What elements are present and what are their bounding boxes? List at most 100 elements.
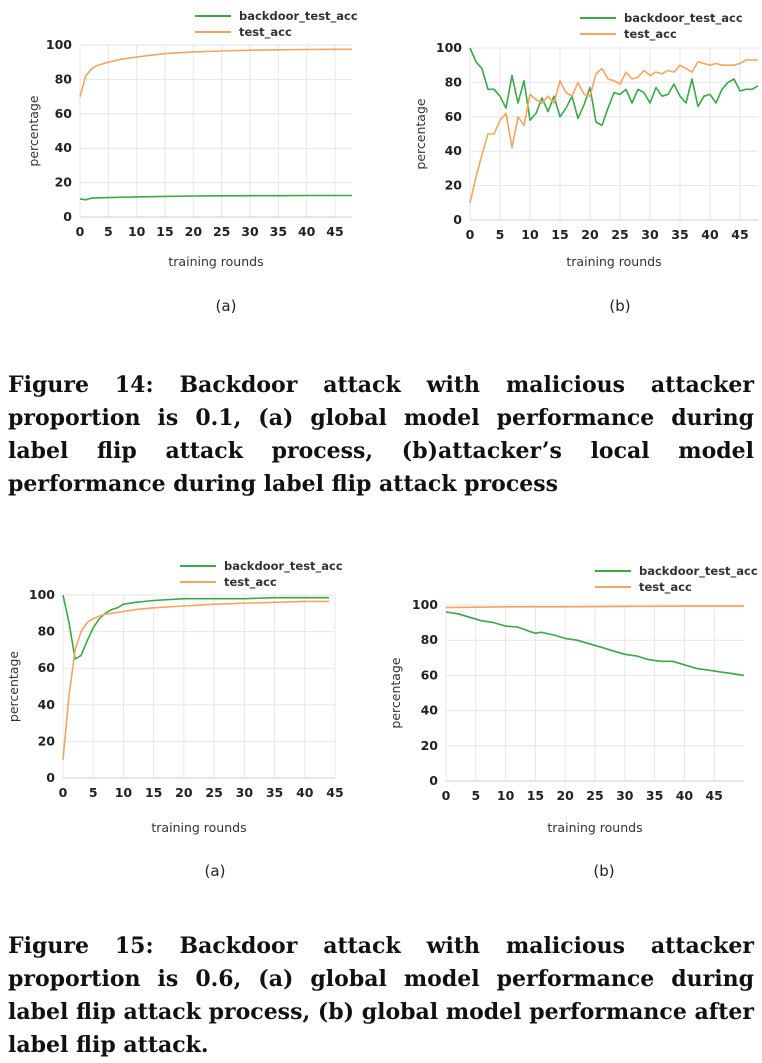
y-tick-label: 40 [38,697,56,712]
x-tick-label: 35 [671,227,688,242]
x-tick-label: 45 [705,788,722,803]
legend-label: backdoor_test_acc [239,9,358,24]
fig15a-subcaption: (a) [204,862,226,880]
x-tick-label: 5 [496,227,505,242]
series-line-backdoor-test-acc [79,194,352,201]
x-tick-label: 0 [442,788,451,803]
y-tick-label: 0 [63,209,72,224]
series-line-test-acc [79,48,352,97]
x-tick-label: 30 [236,785,254,800]
y-tick-label: 60 [421,667,439,682]
x-axis-label: training rounds [547,820,642,835]
x-tick-label: 40 [701,227,719,242]
x-tick-label: 30 [641,227,659,242]
x-tick-label: 15 [551,227,568,242]
fig14a-svg: 0 20 40 60 80 100 0 5 10 15 20 25 30 35 40 45 training r… [26,9,358,269]
x-tick-label: 20 [581,227,599,242]
x-tick-label: 45 [326,224,343,239]
x-tick-label: 25 [205,785,222,800]
series-line-backdoor-test-acc [469,47,759,127]
legend-label: test_acc [224,575,277,590]
x-tick-label: 30 [616,788,634,803]
x-tick-label: 10 [128,224,146,239]
fig14a-chart: 0 20 40 60 80 100 0 5 10 15 20 25 30 35 40 45 training r… [0,0,380,285]
x-tick-label: 30 [241,224,259,239]
y-tick-label: 0 [453,212,462,227]
y-axis-label: percentage [413,98,428,169]
y-tick-label: 100 [29,587,55,602]
x-tick-label: 15 [527,788,544,803]
fig15b-chart: 0 20 40 60 80 100 0 5 10 15 20 25 30 35 40 45 training r… [380,550,760,840]
legend-label: test_acc [239,25,292,40]
x-tick-label: 45 [326,785,343,800]
x-tick-label: 25 [213,224,230,239]
x-tick-label: 20 [175,785,193,800]
legend-label: backdoor_test_acc [639,564,758,579]
x-tick-label: 0 [76,224,85,239]
series-line-test-acc [62,600,329,760]
figure-15-caption: Figure 15: Backdoor attack with maliciou… [8,933,754,1058]
x-tick-label: 10 [115,785,133,800]
x-tick-label: 45 [731,227,748,242]
y-tick-label: 80 [445,74,463,89]
x-tick-label: 5 [89,785,98,800]
x-tick-label: 5 [104,224,113,239]
y-tick-label: 60 [445,109,463,124]
y-tick-label: 80 [421,632,439,647]
y-tick-label: 100 [46,37,72,52]
legend-label: test_acc [624,27,677,42]
x-tick-label: 25 [611,227,628,242]
x-tick-label: 15 [156,224,173,239]
y-tick-label: 40 [421,703,439,718]
y-tick-label: 80 [38,624,56,639]
x-tick-label: 20 [185,224,203,239]
y-tick-label: 100 [436,40,462,55]
y-axis-label: percentage [26,95,41,166]
fig14b-svg: 0 20 40 60 80 100 0 5 10 15 20 25 30 35 40 45 training r… [413,11,759,269]
x-tick-label: 5 [471,788,480,803]
series-line-test-acc [469,59,758,203]
x-tick-label: 10 [521,227,539,242]
x-axis-label: training rounds [566,254,661,269]
series-line-test-acc [445,605,744,609]
legend-label: backdoor_test_acc [624,11,743,26]
y-tick-label: 100 [412,597,438,612]
y-tick-label: 40 [445,143,463,158]
y-tick-label: 60 [38,660,56,675]
fig15a-svg: 0 20 40 60 80 100 0 5 10 15 20 25 30 35 40 45 training r… [6,559,344,835]
x-tick-label: 40 [296,785,314,800]
fig14b-subcaption: (b) [609,297,631,315]
fig14a-subcaption: (a) [215,297,237,315]
y-tick-label: 80 [55,71,73,86]
fig14b-chart: 0 20 40 60 80 100 0 5 10 15 20 25 30 35 40 45 training r… [380,0,760,285]
y-tick-label: 60 [55,106,73,121]
x-tick-label: 35 [266,785,283,800]
y-tick-label: 20 [38,733,56,748]
legend-label: test_acc [639,580,692,595]
x-axis-label: training rounds [168,254,263,269]
x-tick-label: 0 [59,785,68,800]
series-line-backdoor-test-acc [62,594,329,660]
x-tick-label: 25 [586,788,603,803]
x-tick-label: 35 [646,788,663,803]
y-tick-label: 0 [429,773,438,788]
figure-14-caption: Figure 14: Backdoor attack with maliciou… [8,372,754,497]
y-tick-label: 20 [421,738,439,753]
x-tick-label: 35 [270,224,287,239]
y-tick-label: 40 [55,140,73,155]
y-axis-label: percentage [388,657,403,728]
y-tick-label: 0 [46,770,55,785]
x-tick-label: 40 [676,788,694,803]
x-tick-label: 40 [298,224,316,239]
x-axis-label: training rounds [151,820,246,835]
x-tick-label: 15 [145,785,162,800]
fig15b-svg: 0 20 40 60 80 100 0 5 10 15 20 25 30 35 40 45 training r… [388,564,758,835]
y-tick-label: 20 [445,178,463,193]
series-line-backdoor-test-acc [445,611,745,677]
fig15a-chart: 0 20 40 60 80 100 0 5 10 15 20 25 30 35 40 45 training r… [0,550,380,840]
fig15b-subcaption: (b) [593,862,615,880]
y-axis-label: percentage [6,651,21,722]
x-tick-label: 20 [556,788,574,803]
y-tick-label: 20 [55,175,73,190]
x-tick-label: 0 [466,227,475,242]
